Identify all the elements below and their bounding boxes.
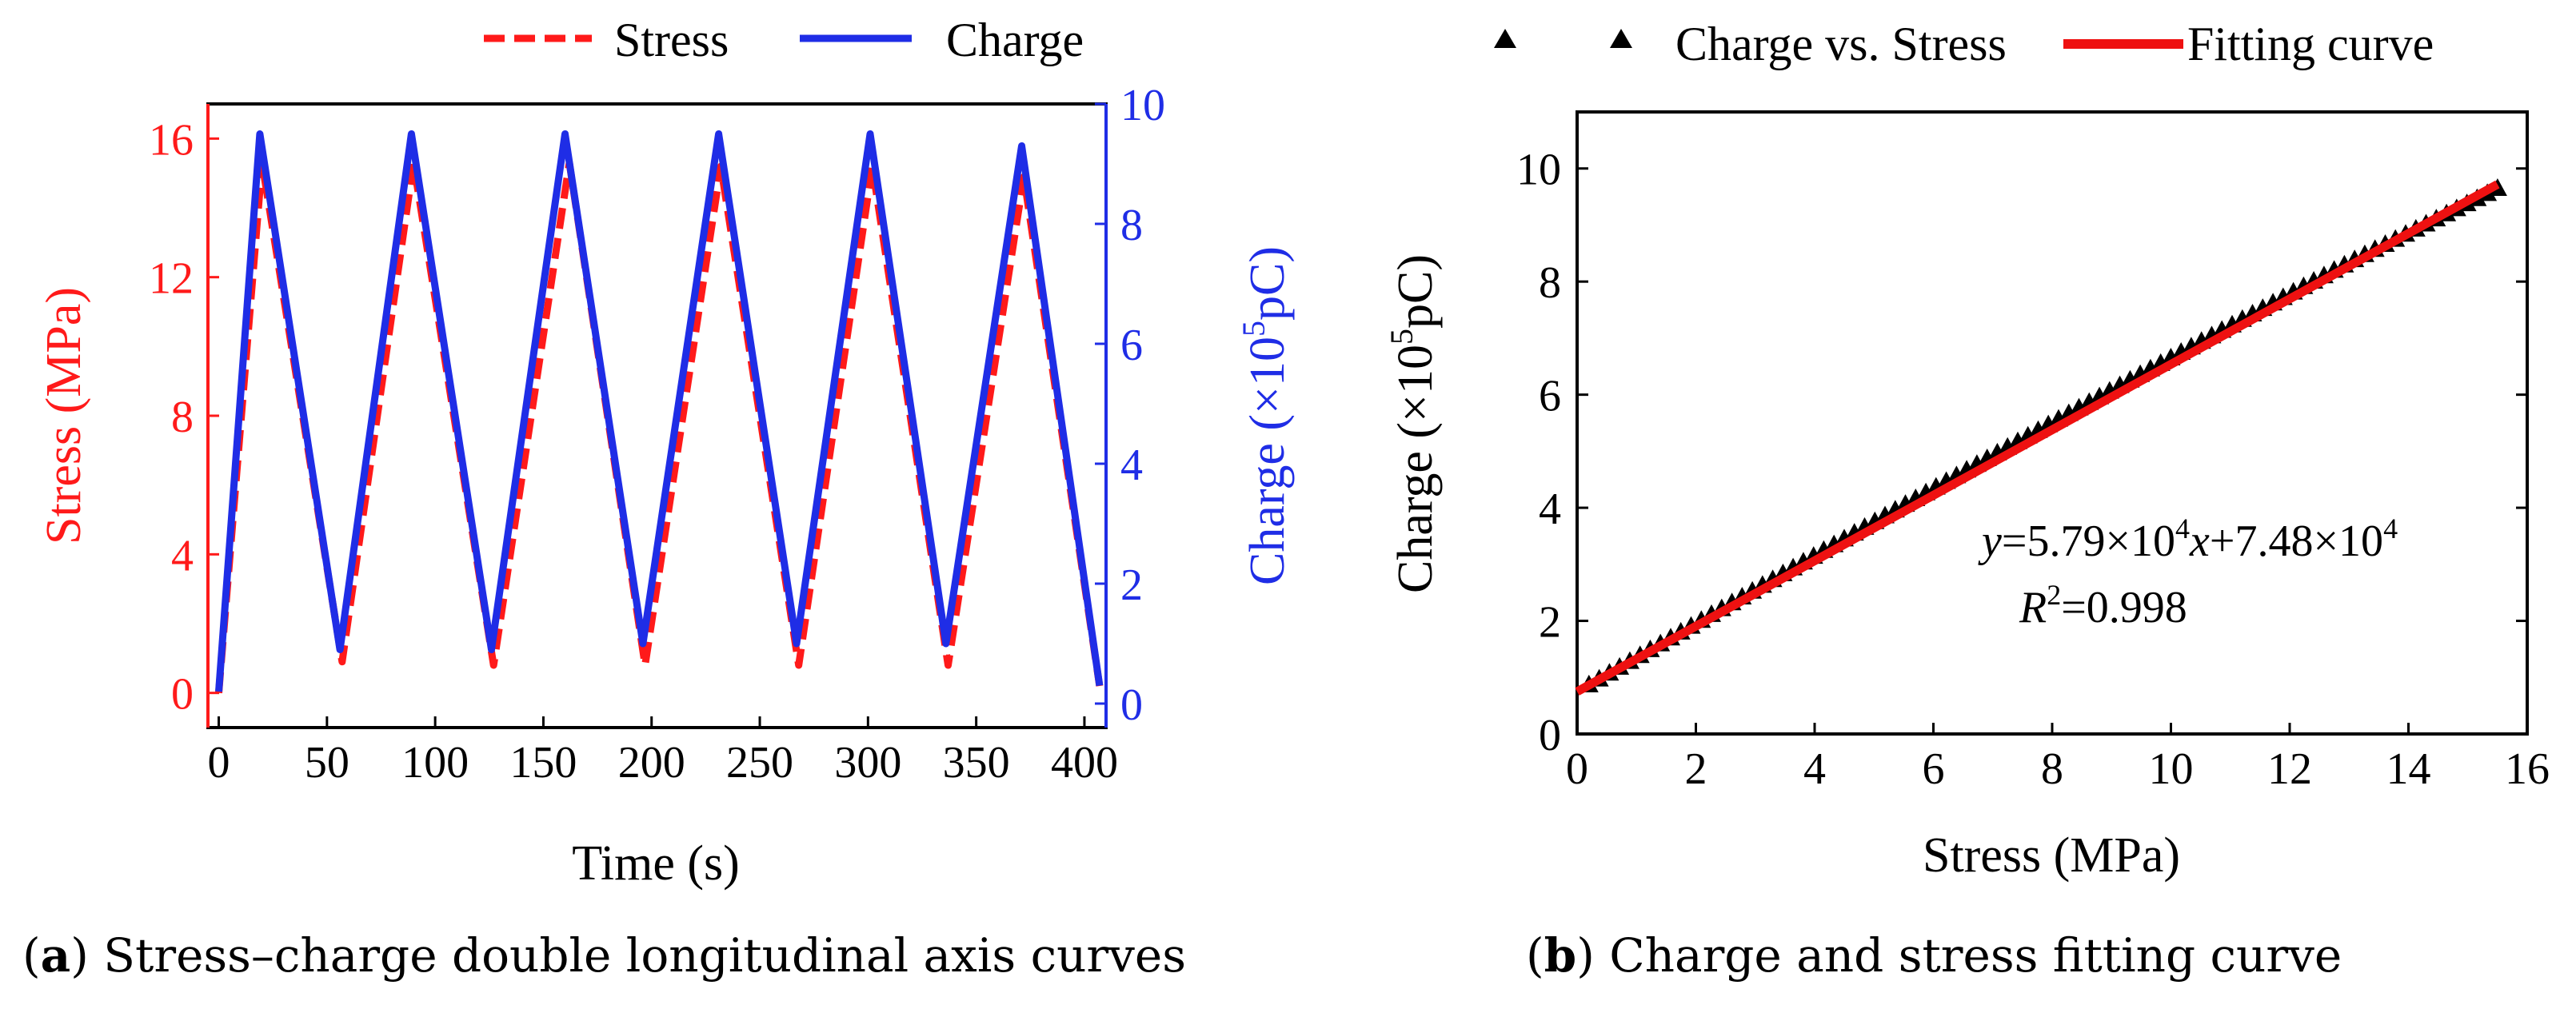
legend-fit-label: Fitting curve: [2187, 18, 2434, 70]
y-tick-label-b: 10: [1516, 146, 1561, 195]
stress-series-line: [215, 159, 1104, 694]
x-tick-label-a: 100: [401, 738, 469, 788]
y-tick-label-right-a: 6: [1120, 321, 1143, 370]
x-tick-label-b: 12: [2267, 744, 2312, 794]
y-tick-label-left-a: 16: [149, 115, 194, 165]
y-ticks-left-a: 0 4 8 12 16: [149, 115, 219, 720]
y-tick-label-right-a: 10: [1120, 81, 1165, 130]
y-tick-label-left-a: 4: [171, 531, 194, 580]
r2-sup: 2: [2047, 579, 2061, 611]
caption-a: (a) Stress–charge double longitudinal ax…: [22, 928, 1186, 983]
y-tick-label-right-a: 2: [1120, 560, 1143, 610]
y-ticks-right-a: 0 2 4 6 8 10: [1095, 81, 1165, 730]
fitting-curve-line: [1575, 180, 2500, 696]
x-tick-label-a: 0: [208, 738, 230, 788]
eq-sup2: 4: [2383, 512, 2398, 544]
legend-b: Charge vs. Stress Fitting curve: [1494, 18, 2434, 70]
eq-mid1: =5.79×10: [2002, 516, 2175, 566]
x-tick-label-b: 16: [2505, 744, 2550, 794]
panel-a: Stress Charge 0 50 100 150 200 250 300 350 400 0…: [22, 14, 1295, 983]
eq-sup1: 4: [2175, 512, 2190, 544]
x-ticks-b: 0 2 4 6 8 10 12 14 16: [1566, 723, 2550, 794]
y-axis-label-b-sup: 5: [1384, 329, 1420, 345]
legend-triangle-marker-1: [1494, 29, 1516, 48]
x-tick-label-b: 0: [1566, 744, 1588, 794]
x-axis-label-a: Time (s): [572, 836, 740, 891]
x-tick-label-b: 10: [2149, 744, 2194, 794]
y-tick-label-left-a: 12: [149, 254, 194, 304]
legend-stress-label: Stress: [614, 14, 729, 66]
y-axis-label-left-a: Stress (MPa): [37, 287, 91, 544]
x-tick-label-a: 350: [943, 738, 1010, 788]
y-axis-label-b-suffix: pC): [1388, 254, 1443, 329]
eq-mid2: +7.48×10: [2210, 516, 2383, 566]
y-tick-label-right-a: 4: [1120, 441, 1143, 490]
x-tick-label-a: 300: [834, 738, 901, 788]
caption-b: (b) Charge and stress fitting curve: [1526, 928, 2342, 983]
fit-r-squared: R2=0.998: [2019, 579, 2187, 632]
r2-R: R: [2019, 583, 2047, 632]
caption-b-open: (: [1526, 928, 1544, 983]
eq-x: x: [2189, 516, 2210, 566]
y-tick-label-b: 8: [1539, 258, 1561, 308]
y-tick-label-right-a: 8: [1120, 201, 1143, 250]
x-ticks-a: 0 50 100 150 200 250 300 350 400: [208, 716, 1118, 788]
legend-a: Stress Charge: [484, 14, 1084, 66]
caption-a-text: ) Stress–charge double longitudinal axis…: [70, 928, 1186, 983]
x-tick-label-a: 50: [305, 738, 349, 788]
legend-scatter-label: Charge vs. Stress: [1675, 18, 2007, 70]
y-tick-label-left-a: 0: [171, 670, 194, 720]
x-tick-label-b: 6: [1923, 744, 1945, 794]
caption-b-text: ) Charge and stress fitting curve: [1576, 928, 2342, 983]
r2-rest: =0.998: [2061, 583, 2187, 632]
caption-b-letter: b: [1544, 928, 1577, 983]
caption-a-open: (: [22, 928, 41, 983]
y-tick-label-b: 2: [1539, 598, 1561, 648]
y-axis-label-right-suffix: pC): [1240, 246, 1295, 321]
x-tick-label-b: 4: [1803, 744, 1826, 794]
charge-series-line: [215, 130, 1104, 692]
y-axis-label-right-a: Charge (×105pC): [1236, 246, 1295, 585]
y-tick-label-left-a: 8: [171, 393, 194, 442]
y-tick-label-b: 0: [1539, 711, 1561, 760]
eq-y: y: [1978, 516, 2002, 566]
fit-equation: y=5.79×104x+7.48×104: [1978, 512, 2398, 566]
legend-charge-label: Charge: [946, 14, 1084, 66]
x-tick-label-a: 200: [618, 738, 685, 788]
x-tick-label-a: 250: [726, 738, 793, 788]
y-axis-label-right-sup: 5: [1236, 321, 1272, 337]
legend-triangle-marker-2: [1610, 29, 1632, 48]
y-tick-label-b: 6: [1539, 372, 1561, 421]
y-tick-label-right-a: 0: [1120, 680, 1143, 730]
y-axis-label-b: Charge (×105pC): [1384, 254, 1443, 593]
x-axis-label-b: Stress (MPa): [1923, 828, 2180, 883]
y-tick-label-b: 4: [1539, 485, 1561, 534]
y-axis-label-right-prefix: Charge (×10: [1240, 337, 1295, 585]
y-ticks-b: 0 2 4 6 8 10: [1516, 146, 2527, 760]
x-tick-label-b: 14: [2386, 744, 2431, 794]
x-tick-label-a: 400: [1051, 738, 1118, 788]
panel-b: Charge vs. Stress Fitting curve 0 2 4 6 8 10 1…: [1384, 18, 2550, 983]
y-axis-label-b-prefix: Charge (×10: [1388, 345, 1443, 593]
x-tick-label-b: 8: [2041, 744, 2063, 794]
caption-a-letter: a: [41, 928, 71, 983]
x-tick-label-b: 2: [1685, 744, 1707, 794]
x-tick-label-a: 150: [509, 738, 577, 788]
